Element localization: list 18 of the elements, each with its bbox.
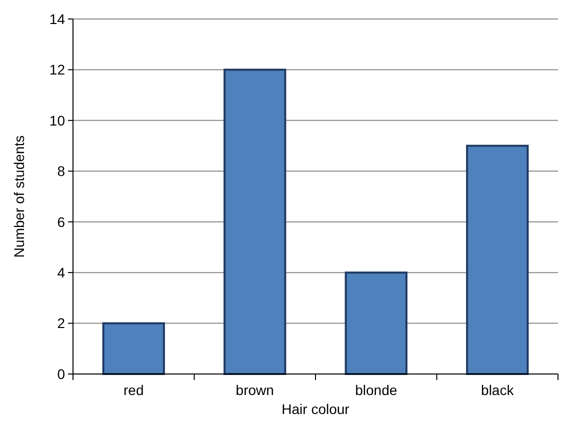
y-tick-label: 10 — [49, 112, 66, 128]
y-axis-title: Number of students — [11, 135, 27, 258]
y-tick-label: 4 — [57, 264, 66, 280]
y-tick-label: 6 — [57, 214, 66, 230]
bar — [224, 68, 286, 375]
y-tick-label: 0 — [57, 366, 66, 382]
bar — [344, 272, 408, 375]
bar — [102, 322, 165, 375]
x-tick-label: black — [481, 382, 515, 398]
bar — [466, 144, 529, 375]
y-tick-label: 2 — [57, 315, 66, 332]
y-tick-label: 12 — [49, 62, 66, 78]
y-tick-label: 14 — [49, 10, 66, 27]
x-tick-label: red — [124, 382, 144, 398]
x-tick-label: blonde — [355, 382, 398, 398]
y-tick-label: 8 — [57, 163, 66, 180]
x-axis-title: Hair colour — [282, 401, 350, 417]
x-tick-label: brown — [236, 382, 274, 398]
